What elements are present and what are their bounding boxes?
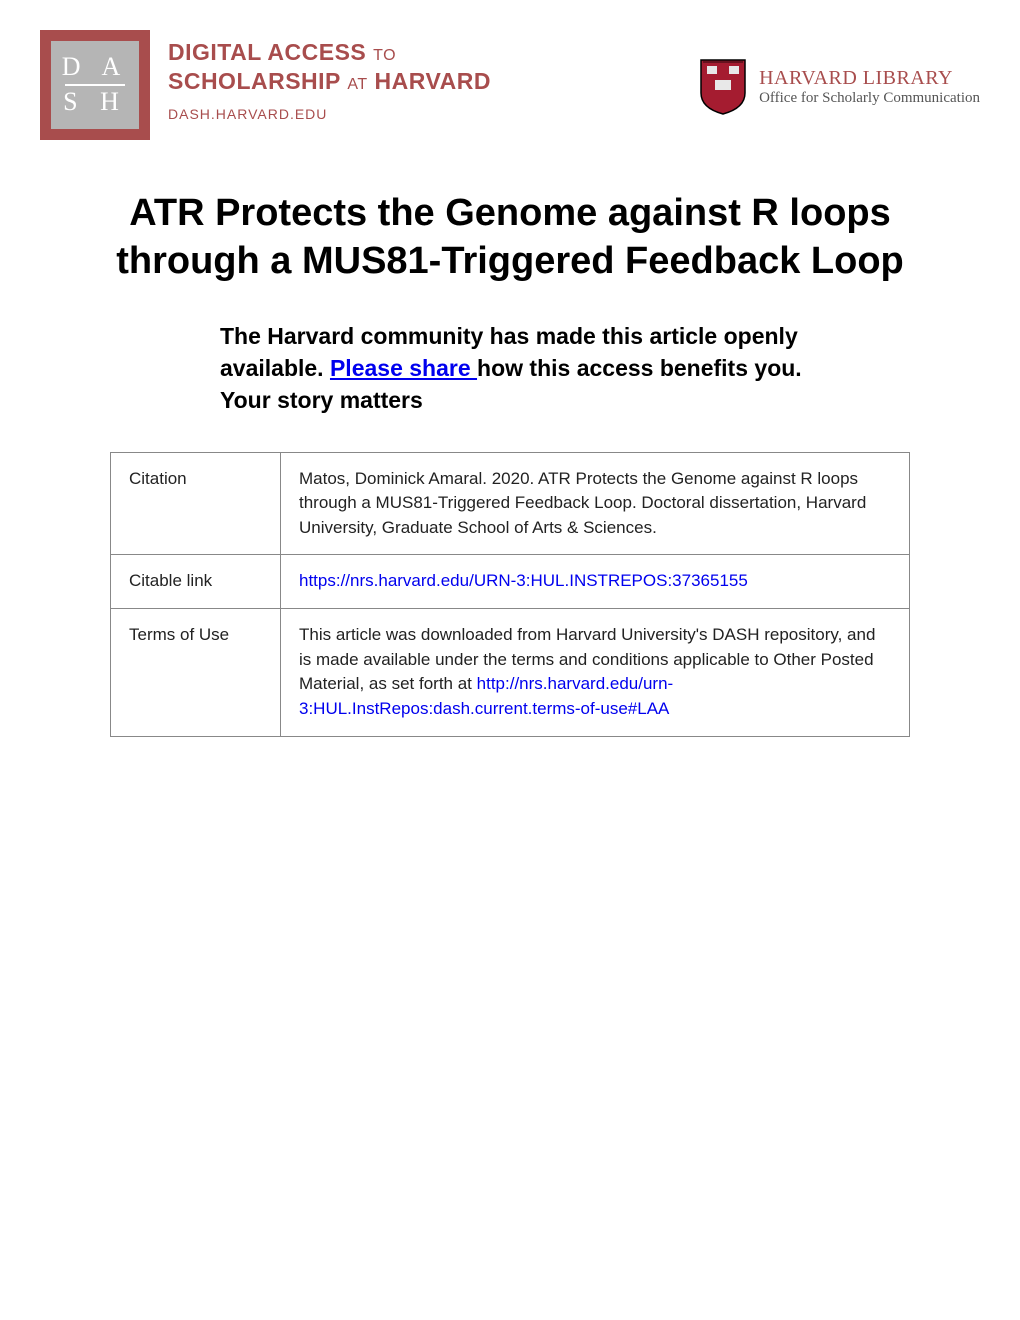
page-header: D A S H DIGITAL ACCESS TO SCHOLARSHIP AT…	[40, 30, 980, 140]
dash-title-2a: SCHOLARSHIP	[168, 68, 341, 94]
dash-logo: D A S H	[40, 30, 150, 140]
citation-label: Citation	[111, 452, 281, 555]
dash-logo-bottom: S H	[63, 88, 127, 117]
table-row: Terms of Use This article was downloaded…	[111, 609, 910, 737]
open-access-message: The Harvard community has made this arti…	[220, 320, 830, 417]
harvard-branding: HARVARD LIBRARY Office for Scholarly Com…	[699, 30, 980, 116]
harvard-library-title: HARVARD LIBRARY	[759, 67, 980, 90]
please-share-link[interactable]: Please share	[330, 355, 477, 381]
citable-link-content: https://nrs.harvard.edu/URN-3:HUL.INSTRE…	[281, 555, 910, 609]
dash-title-1a: DIGITAL ACCESS	[168, 39, 366, 65]
dash-title-2c: HARVARD	[375, 68, 491, 94]
dash-title: DIGITAL ACCESS TO SCHOLARSHIP AT HARVARD	[168, 38, 491, 96]
harvard-text-block: HARVARD LIBRARY Office for Scholarly Com…	[759, 67, 980, 107]
dash-logo-top: D A	[62, 53, 129, 82]
dash-subtitle: DASH.HARVARD.EDU	[168, 106, 491, 122]
table-row: Citable link https://nrs.harvard.edu/URN…	[111, 555, 910, 609]
citable-link-label: Citable link	[111, 555, 281, 609]
document-title: ATR Protects the Genome against R loops …	[70, 190, 950, 285]
dash-title-2b: AT	[347, 76, 367, 93]
dash-text-block: DIGITAL ACCESS TO SCHOLARSHIP AT HARVARD…	[168, 30, 491, 122]
terms-content: This article was downloaded from Harvard…	[281, 609, 910, 737]
harvard-shield-icon	[699, 58, 747, 116]
dash-title-1b: TO	[373, 47, 396, 64]
dash-branding: D A S H DIGITAL ACCESS TO SCHOLARSHIP AT…	[40, 30, 491, 140]
dash-logo-letters: D A S H	[51, 41, 139, 129]
table-row: Citation Matos, Dominick Amaral. 2020. A…	[111, 452, 910, 555]
citable-link[interactable]: https://nrs.harvard.edu/URN-3:HUL.INSTRE…	[299, 571, 748, 590]
harvard-library-subtitle: Office for Scholarly Communication	[759, 90, 980, 107]
dash-logo-divider	[65, 84, 125, 86]
metadata-table: Citation Matos, Dominick Amaral. 2020. A…	[110, 452, 910, 737]
terms-label: Terms of Use	[111, 609, 281, 737]
citation-content: Matos, Dominick Amaral. 2020. ATR Protec…	[281, 452, 910, 555]
